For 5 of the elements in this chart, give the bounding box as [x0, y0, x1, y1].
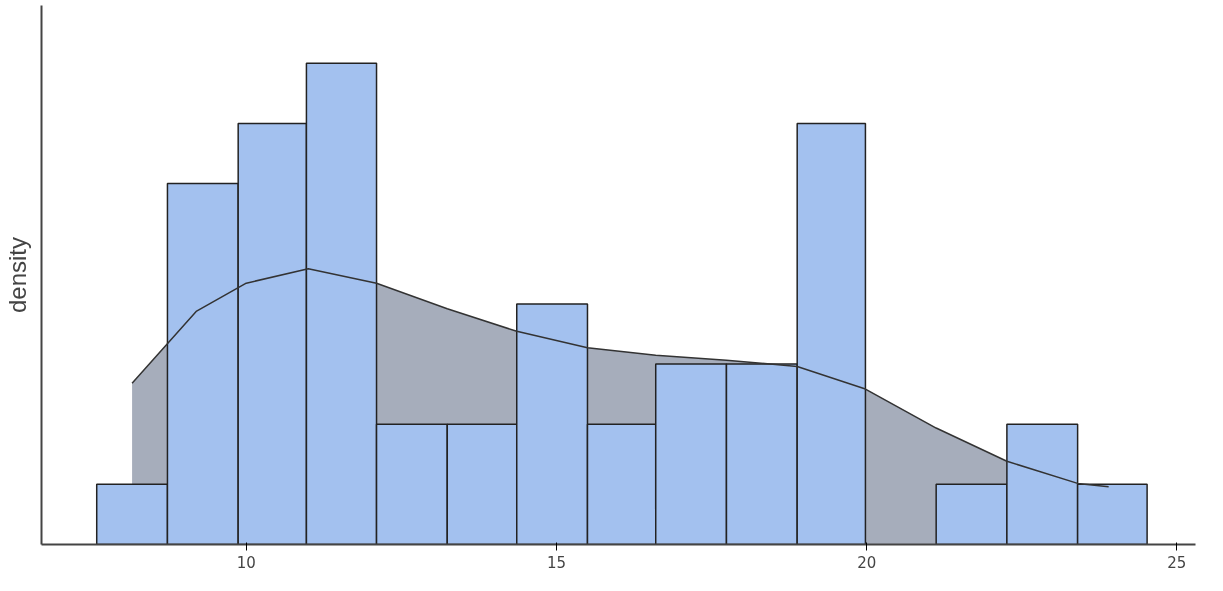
x-tick-label: 15	[546, 553, 567, 572]
x-tick-label: 10	[236, 553, 256, 572]
y-axis-title: density	[3, 236, 31, 314]
x-tick-label: 25	[1167, 553, 1187, 572]
x-tick-label: 20	[857, 553, 877, 572]
